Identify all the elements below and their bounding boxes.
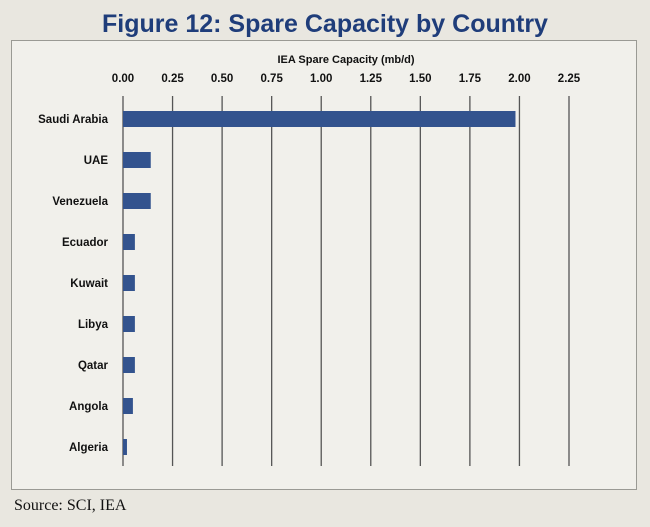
bar <box>123 316 135 332</box>
bar <box>123 357 135 373</box>
x-tick-label: 2.00 <box>508 73 530 85</box>
x-tick-label: 1.50 <box>409 73 431 85</box>
x-tick-label: 2.25 <box>558 73 581 85</box>
category-label: Ecuador <box>62 237 109 249</box>
x-tick-label: 0.25 <box>161 73 184 85</box>
category-label: Kuwait <box>70 278 108 290</box>
x-axis-title: IEA Spare Capacity (mb/d) <box>277 54 414 66</box>
bar <box>123 275 135 291</box>
bar <box>123 439 127 455</box>
figure-title: Figure 12: Spare Capacity by Country <box>102 10 548 38</box>
bar <box>123 234 135 250</box>
category-label: Algeria <box>69 442 109 454</box>
x-tick-label: 0.00 <box>112 73 134 85</box>
category-label: Angola <box>69 401 109 413</box>
x-tick-label: 1.75 <box>459 73 482 85</box>
bar <box>123 152 151 168</box>
bar <box>123 193 151 209</box>
category-label: Saudi Arabia <box>38 114 108 126</box>
category-label: Libya <box>78 319 109 331</box>
category-label: Venezuela <box>52 196 108 208</box>
bar <box>123 398 133 414</box>
x-tick-label: 0.50 <box>211 73 233 85</box>
bar <box>123 111 516 127</box>
category-label: Qatar <box>78 360 109 372</box>
source-note: Source: SCI, IEA <box>14 497 127 514</box>
x-tick-label: 1.00 <box>310 73 332 85</box>
x-tick-label: 0.75 <box>260 73 283 85</box>
category-label: UAE <box>84 155 109 167</box>
x-tick-label: 1.25 <box>360 73 383 85</box>
